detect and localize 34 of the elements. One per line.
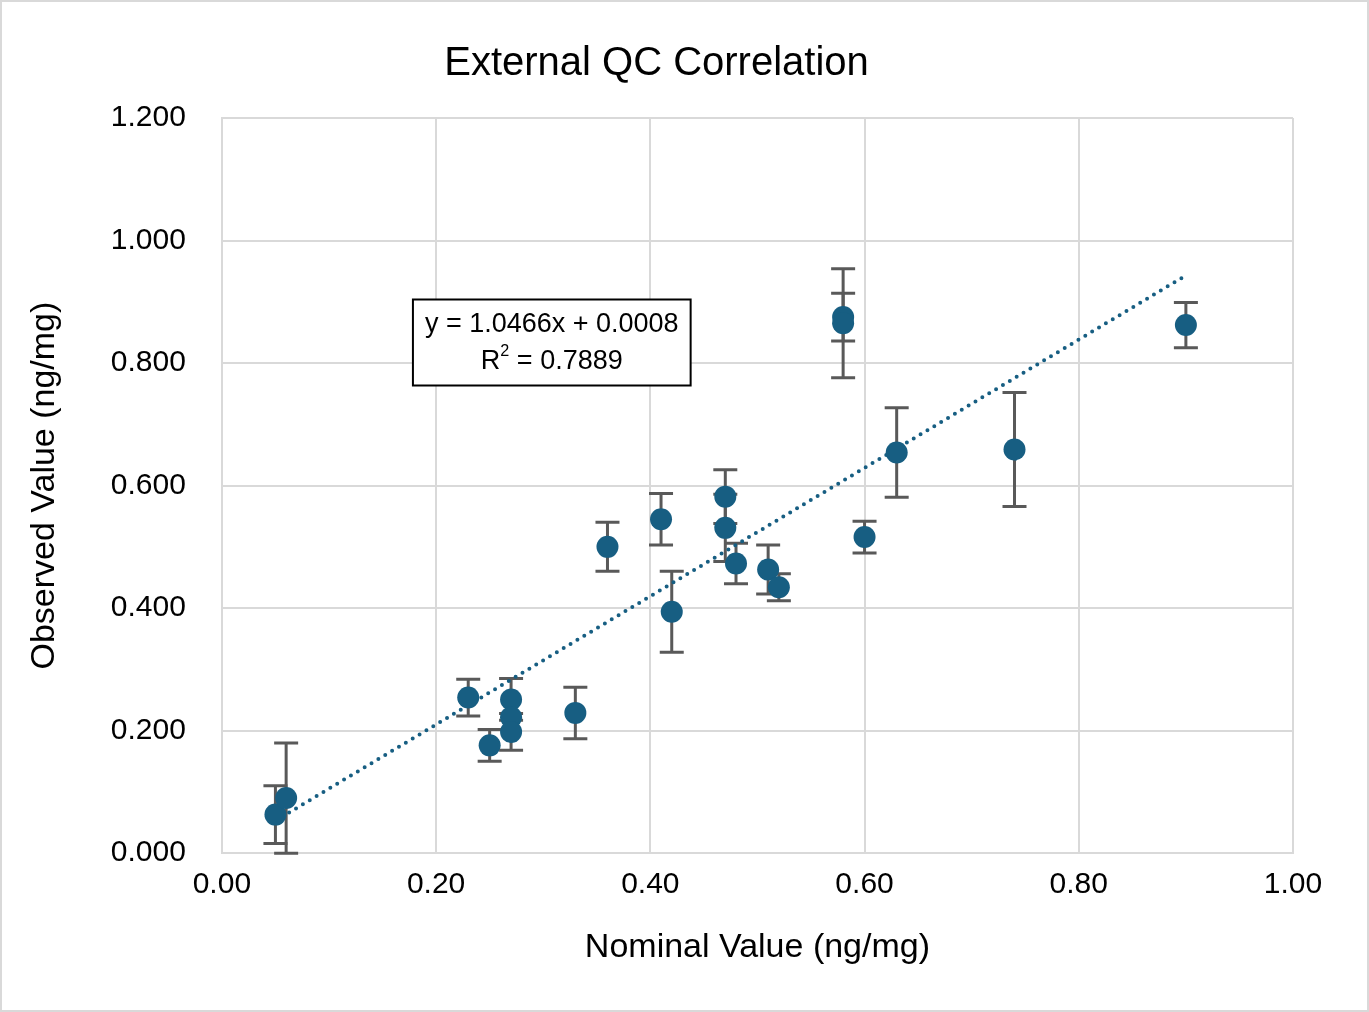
x-tick-label: 0.40 [621,866,680,900]
y-tick-label: 1.200 [110,99,186,133]
point [714,516,737,539]
point [725,552,748,575]
y-tick-label: 0.000 [110,834,186,868]
x-tick-label: 0.80 [1049,866,1108,900]
point [478,734,501,757]
y-tick-label: 0.400 [110,589,186,623]
point [853,526,876,549]
y-tick-label: 0.600 [110,466,186,500]
point [264,803,287,826]
point [885,441,908,464]
x-tick-label: 0.60 [835,866,894,900]
y-tick-label: 0.800 [110,344,186,378]
point [660,600,683,623]
point [1003,438,1026,461]
y-tick-label: 0.200 [110,711,186,745]
point [757,558,780,581]
point [650,508,673,531]
point [457,686,480,709]
annotation: y = 1.0466x + 0.0008 [424,307,679,338]
point [500,688,523,711]
x-tick-label: 0.00 [192,866,252,900]
y-axis-title: Observed Value (ng/mg) [22,301,61,670]
x-tick-label: 0.20 [406,866,466,900]
point [596,535,619,558]
point [564,701,587,724]
x-tick-label: 1.00 [1263,866,1323,900]
point [714,485,737,508]
y-tick-label: 1.000 [110,221,186,255]
chart-title: External QC Correlation [444,39,869,84]
point [1174,314,1197,337]
x-axis-title: Nominal Value (ng/mg) [584,925,931,964]
point [275,787,298,810]
